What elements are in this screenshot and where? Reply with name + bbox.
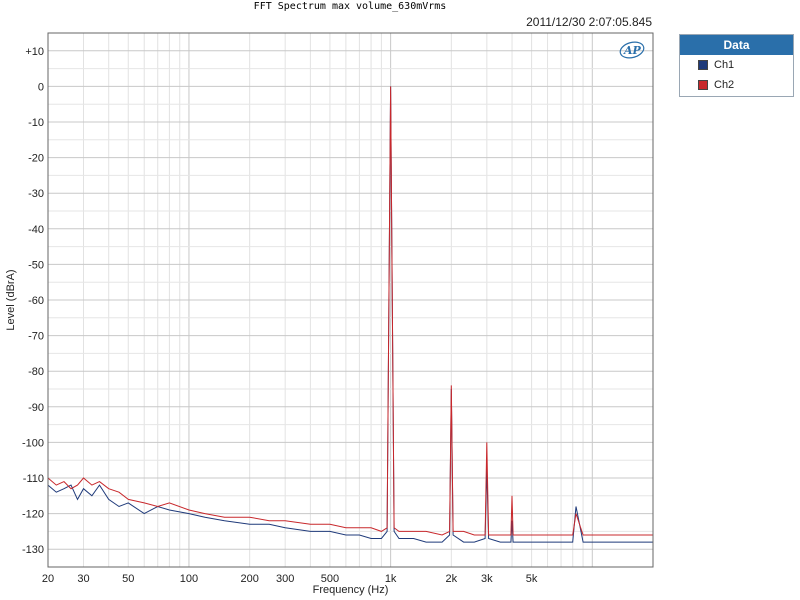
y-tick-label: -90 (28, 402, 44, 414)
legend-swatch-ch1 (698, 60, 708, 70)
y-tick-label: -70 (28, 331, 44, 343)
x-tick-label: 2k (446, 573, 458, 585)
series-line-ch2 (47, 86, 653, 536)
y-axis-label-wrap: Level (dBrA) (4, 250, 18, 350)
svg-text:AP: AP (623, 44, 642, 57)
x-tick-label: 50 (122, 573, 134, 585)
x-tick-label: 500 (321, 573, 339, 585)
y-tick-label: -30 (28, 188, 44, 200)
x-tick-label: 100 (180, 573, 198, 585)
y-tick-label: -50 (28, 259, 44, 271)
series-group (47, 86, 653, 543)
plot-border (47, 32, 654, 568)
y-tick-label: -120 (22, 509, 44, 521)
y-tick-label: -110 (23, 473, 44, 485)
legend: Data Ch1 Ch2 (679, 34, 794, 97)
plot-frame (47, 32, 654, 568)
y-tick-label: -60 (28, 295, 44, 307)
x-tick-labels: 20 30 50 100 200 300 500 1k 2k 3k 5k (42, 573, 538, 585)
y-tick-label: -10 (28, 117, 44, 129)
legend-title: Data (680, 35, 793, 55)
x-tick-label: 5k (526, 573, 538, 585)
grid (47, 32, 654, 568)
legend-item-ch1[interactable]: Ch1 (680, 55, 793, 75)
ap-logo-icon: AP (619, 41, 645, 59)
y-tick-label: 0 (38, 81, 44, 93)
y-tick-label: -130 (22, 544, 44, 556)
legend-item-ch2[interactable]: Ch2 (680, 75, 793, 95)
x-tick-label: 200 (240, 573, 258, 585)
legend-label-ch1: Ch1 (714, 59, 735, 71)
y-tick-labels: +10 0 -10 -20 -30 -40 -50 -60 -70 -80 -90 -100 -110 -… (22, 46, 44, 556)
y-tick-label: -40 (28, 224, 44, 236)
x-tick-label: 1k (385, 573, 397, 585)
x-tick-label: 20 (42, 573, 54, 585)
chart-title: FFT Spectrum max volume_630mVrms (253, 1, 447, 12)
legend-swatch-ch2 (698, 80, 708, 90)
legend-label-ch2: Ch2 (714, 79, 735, 91)
y-tick-label: -20 (28, 153, 44, 165)
y-axis-label: Level (dBrA) (5, 269, 17, 331)
y-tick-label: -100 (22, 437, 44, 449)
chart-timestamp: 2011/12/30 2:07:05.845 (526, 15, 652, 29)
x-tick-label: 30 (77, 573, 89, 585)
x-axis-label: Frequency (Hz) (312, 584, 389, 596)
x-tick-label: 3k (481, 573, 493, 585)
y-tick-label: +10 (25, 46, 44, 58)
x-tick-label: 300 (276, 573, 294, 585)
y-tick-label: -80 (28, 366, 44, 378)
